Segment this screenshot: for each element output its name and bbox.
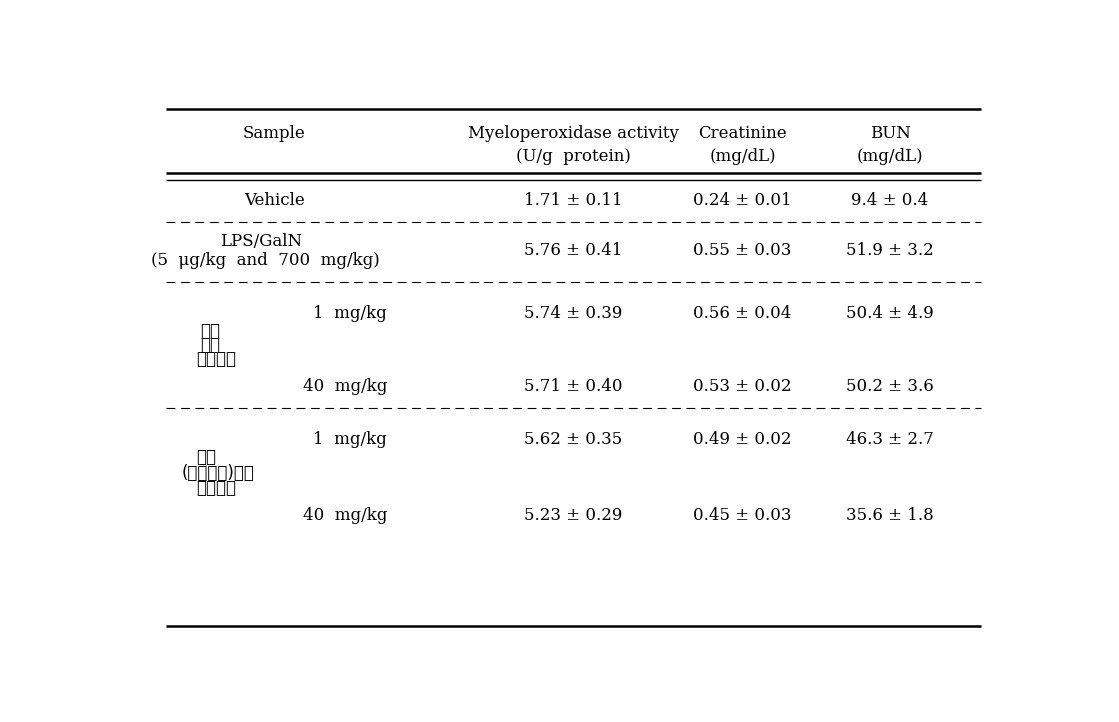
Text: 식이투여: 식이투여 <box>196 350 236 368</box>
Text: 식이투여: 식이투여 <box>196 479 236 497</box>
Text: 50.2 ± 3.6: 50.2 ± 3.6 <box>846 378 934 396</box>
Text: 46.3 ± 2.7: 46.3 ± 2.7 <box>846 431 934 448</box>
Text: 40  mg/kg: 40 mg/kg <box>302 508 387 524</box>
Text: 0.56 ± 0.04: 0.56 ± 0.04 <box>694 305 792 322</box>
Text: 5.76 ± 0.41: 5.76 ± 0.41 <box>525 242 622 259</box>
Text: 1.71 ± 0.11: 1.71 ± 0.11 <box>524 192 623 209</box>
Text: 5.74 ± 0.39: 5.74 ± 0.39 <box>525 305 622 322</box>
Text: Creatinine: Creatinine <box>698 126 787 142</box>
Text: Sample: Sample <box>243 126 305 142</box>
Text: 0.55 ± 0.03: 0.55 ± 0.03 <box>694 242 792 259</box>
Text: Myeloperoxidase activity: Myeloperoxidase activity <box>468 126 679 142</box>
Text: 1  mg/kg: 1 mg/kg <box>313 431 387 448</box>
Text: 0.49 ± 0.02: 0.49 ± 0.02 <box>694 431 792 448</box>
Text: 5.71 ± 0.40: 5.71 ± 0.40 <box>524 378 623 396</box>
Text: BUN: BUN <box>869 126 911 142</box>
Text: 50.4 ± 4.9: 50.4 ± 4.9 <box>846 305 934 322</box>
Text: 51.9 ± 3.2: 51.9 ± 3.2 <box>846 242 934 259</box>
Text: 원물: 원물 <box>200 336 220 355</box>
Text: 40  mg/kg: 40 mg/kg <box>302 378 387 396</box>
Text: LPS/GalN: LPS/GalN <box>220 232 302 250</box>
Text: (mg/dL): (mg/dL) <box>857 147 923 165</box>
Text: 대두: 대두 <box>196 448 216 466</box>
Text: 1  mg/kg: 1 mg/kg <box>313 305 387 322</box>
Text: 0.45 ± 0.03: 0.45 ± 0.03 <box>694 508 792 524</box>
Text: (U/g  protein): (U/g protein) <box>516 147 631 165</box>
Text: 대두: 대두 <box>200 322 220 340</box>
Text: 5.23 ± 0.29: 5.23 ± 0.29 <box>525 508 622 524</box>
Text: 5.62 ± 0.35: 5.62 ± 0.35 <box>525 431 622 448</box>
Text: (5  μg/kg  and  700  mg/kg): (5 μg/kg and 700 mg/kg) <box>151 251 380 269</box>
Text: (생물전환)산물: (생물전환)산물 <box>181 464 254 482</box>
Text: 9.4 ± 0.4: 9.4 ± 0.4 <box>852 192 929 209</box>
Text: 0.24 ± 0.01: 0.24 ± 0.01 <box>694 192 792 209</box>
Text: 0.53 ± 0.02: 0.53 ± 0.02 <box>694 378 792 396</box>
Text: (mg/dL): (mg/dL) <box>709 147 775 165</box>
Text: Vehicle: Vehicle <box>244 192 304 209</box>
Text: 35.6 ± 1.8: 35.6 ± 1.8 <box>846 508 934 524</box>
